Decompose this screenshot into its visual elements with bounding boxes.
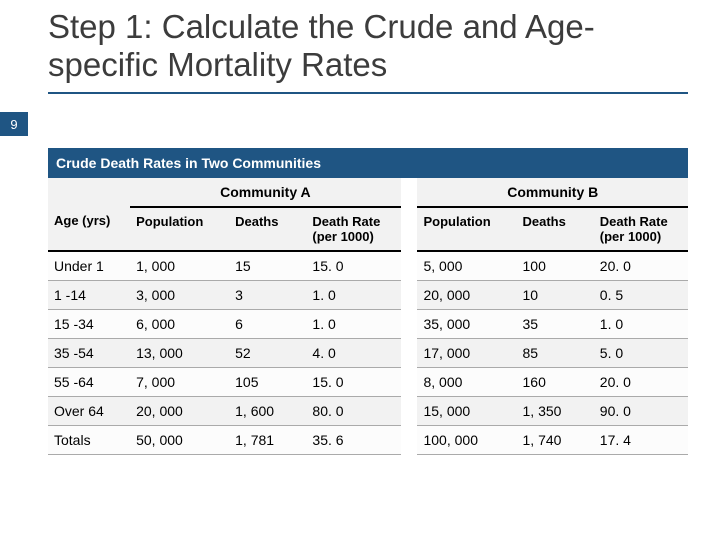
community-b-header: Community B [417, 178, 688, 207]
table-cell: 55 -64 [48, 368, 130, 397]
table-row: Totals50, 0001, 78135. 6 100, 0001, 74017… [48, 426, 688, 455]
table-cell: 4. 0 [306, 339, 400, 368]
table-cell: 15. 0 [306, 368, 400, 397]
table-cell: 13, 000 [130, 339, 229, 368]
table-cell: 50, 000 [130, 426, 229, 455]
hdr-age: Age (yrs) [48, 207, 130, 251]
table-row: Over 6420, 0001, 60080. 0 15, 0001, 35090… [48, 397, 688, 426]
column-header-row: Age (yrs) Population Deaths Death Rate (… [48, 207, 688, 251]
table-cell: 6, 000 [130, 310, 229, 339]
table-cell: 1. 0 [306, 310, 400, 339]
table-cell: 15 [229, 251, 306, 281]
table-cell: 1, 781 [229, 426, 306, 455]
hdr-b-pop: Population [417, 207, 516, 251]
table-row: 35 -5413, 000524. 0 17, 000855. 0 [48, 339, 688, 368]
table-cell: 85 [517, 339, 594, 368]
table-cell: 5. 0 [594, 339, 688, 368]
table-cell: 1, 740 [517, 426, 594, 455]
table-cell: 3, 000 [130, 281, 229, 310]
table-cell: 15. 0 [306, 251, 400, 281]
table-cell: 90. 0 [594, 397, 688, 426]
hdr-b-deaths: Deaths [517, 207, 594, 251]
table-cell: 80. 0 [306, 397, 400, 426]
table-cell: 3 [229, 281, 306, 310]
table-cell: 1. 0 [306, 281, 400, 310]
table-cell: 160 [517, 368, 594, 397]
community-header-row: Community A Community B [48, 178, 688, 207]
table-cell: 0. 5 [594, 281, 688, 310]
title-underline [48, 92, 688, 94]
table-cell: Over 64 [48, 397, 130, 426]
table-cell: 15 -34 [48, 310, 130, 339]
table-cell: 7, 000 [130, 368, 229, 397]
table-banner: Crude Death Rates in Two Communities [48, 148, 688, 178]
table-row: 15 -346, 00061. 035, 000351. 0 [48, 310, 688, 339]
table-cell: 10 [517, 281, 594, 310]
mortality-table: Crude Death Rates in Two Communities Com… [48, 148, 688, 455]
table-cell: 17. 4 [594, 426, 688, 455]
table-cell: 100, 000 [417, 426, 516, 455]
table-row: Under 11, 0001515. 0 5, 00010020. 0 [48, 251, 688, 281]
table-cell: 35 [517, 310, 594, 339]
table-cell: 35, 000 [417, 310, 516, 339]
table-cell: 35 -54 [48, 339, 130, 368]
slide-title: Step 1: Calculate the Crude and Age-spec… [48, 8, 688, 84]
table-cell: 8, 000 [417, 368, 516, 397]
hdr-b-rate: Death Rate (per 1000) [594, 207, 688, 251]
table-cell: 6 [229, 310, 306, 339]
table-cell: 20. 0 [594, 368, 688, 397]
table-cell: 35. 6 [306, 426, 400, 455]
table-cell: 1, 600 [229, 397, 306, 426]
table-cell: 100 [517, 251, 594, 281]
table-cell: Totals [48, 426, 130, 455]
hdr-a-rate: Death Rate (per 1000) [306, 207, 400, 251]
community-a-header: Community A [130, 178, 400, 207]
table-cell: 20, 000 [130, 397, 229, 426]
table-cell: Under 1 [48, 251, 130, 281]
table-cell: 1, 000 [130, 251, 229, 281]
table-cell: 1 -14 [48, 281, 130, 310]
table-cell: 1. 0 [594, 310, 688, 339]
table-cell: 5, 000 [417, 251, 516, 281]
table-cell: 1, 350 [517, 397, 594, 426]
table-cell: 105 [229, 368, 306, 397]
table-banner-row: Crude Death Rates in Two Communities [48, 148, 688, 178]
table-cell: 52 [229, 339, 306, 368]
hdr-a-pop: Population [130, 207, 229, 251]
table-row: 1 -143, 00031. 0 20, 000100. 5 [48, 281, 688, 310]
table-cell: 20. 0 [594, 251, 688, 281]
hdr-a-deaths: Deaths [229, 207, 306, 251]
table-cell: 20, 000 [417, 281, 516, 310]
table-cell: 17, 000 [417, 339, 516, 368]
table-cell: 15, 000 [417, 397, 516, 426]
table-row: 55 -647, 00010515. 0 8, 00016020. 0 [48, 368, 688, 397]
slide-number-badge: 9 [0, 112, 28, 136]
